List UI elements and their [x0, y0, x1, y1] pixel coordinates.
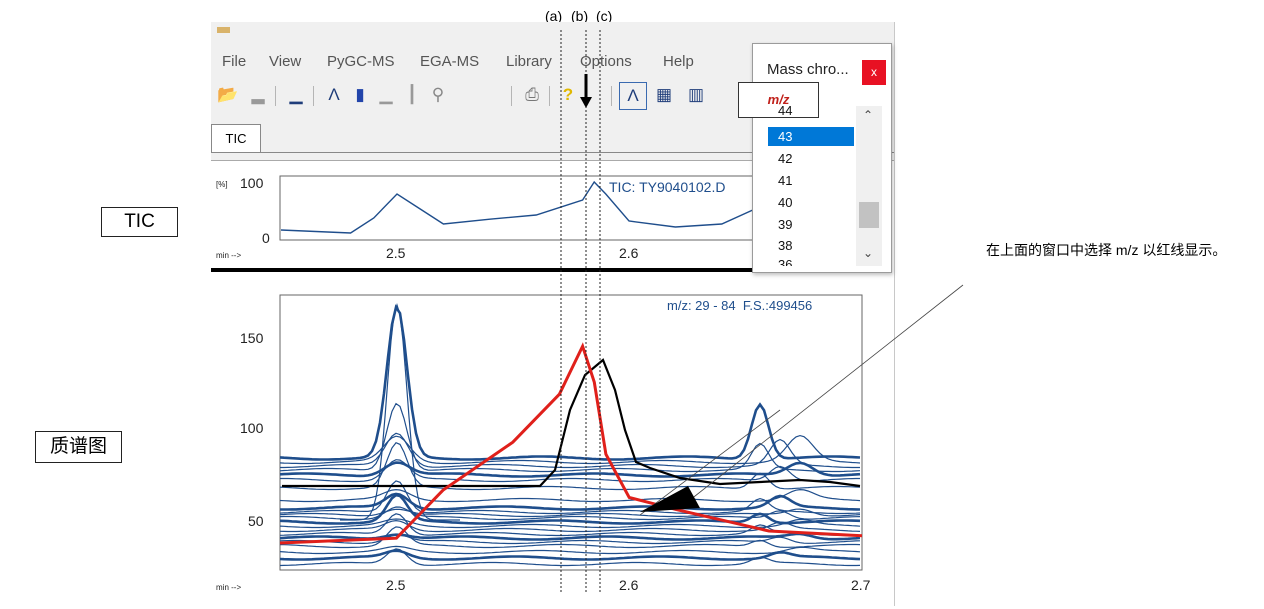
popup-title: Mass chro...	[767, 61, 849, 78]
list-item[interactable]: 41	[778, 173, 793, 188]
mass-y-tick: 100	[240, 420, 264, 436]
mz-trace	[279, 545, 861, 555]
mz-trace	[279, 441, 861, 491]
mass-x-tick: 2.7	[851, 577, 871, 593]
app-logo-icon	[217, 27, 230, 33]
mz-trace	[279, 526, 861, 549]
tic-x-tick: 2.6	[619, 245, 639, 261]
tic-file-label: TIC: TY9040102.D	[609, 179, 726, 195]
chromatogram-view-icon[interactable]: Λ	[619, 82, 647, 110]
mz-trace	[280, 432, 860, 469]
print-icon[interactable]: ⎙	[525, 85, 539, 104]
tic-y-tick: 0	[262, 230, 270, 246]
mz-trace	[279, 493, 861, 525]
mass-frame	[279, 294, 863, 571]
tic-x-unit: min -->	[216, 251, 242, 260]
spectrum-icon[interactable]: ▂	[251, 85, 265, 104]
marker-a-label: (a)	[545, 8, 563, 24]
color-chromatogram-icon[interactable]: ▦	[655, 85, 673, 104]
mz-trace	[280, 459, 860, 483]
toolbar-separator	[549, 86, 550, 106]
annotation-graphics	[560, 30, 964, 592]
mz-trace	[280, 492, 861, 511]
menu-view[interactable]: View	[269, 53, 302, 70]
list-scrollbar[interactable]: ⌃ ⌄	[856, 106, 882, 266]
list-item[interactable]: 39	[778, 217, 793, 232]
peak-icon[interactable]: Λ	[328, 85, 340, 104]
tic-y-unit: [%]	[216, 180, 228, 189]
tic-x-tick: 2.5	[386, 245, 406, 261]
tic-trace	[280, 180, 769, 234]
tab-divider	[211, 152, 894, 153]
menu-options[interactable]: Options	[580, 53, 632, 70]
mz-trace	[279, 304, 861, 461]
menu-file[interactable]: File	[222, 53, 247, 70]
annotation-text: 在上面的窗口中选择 m/z 以红线显示。	[986, 242, 1227, 258]
selected-mz-trace	[279, 342, 863, 545]
mz-header-box: m/z	[738, 82, 819, 118]
mass-y-tick: 50	[248, 513, 264, 529]
list-item[interactable]: 36	[778, 258, 793, 266]
mz-trace	[279, 548, 861, 567]
toolbar-separator	[611, 86, 612, 106]
list-item[interactable]: 40	[778, 195, 793, 210]
callout-line	[639, 409, 781, 516]
mass-header-label: m/z: 29 - 84 F.S.:499456	[667, 298, 813, 313]
menu-bar: File View PyGC-MS EGA-MS Library Options…	[211, 50, 894, 74]
marker-c-label: (c)	[596, 8, 613, 24]
scroll-down-icon[interactable]: ⌄	[863, 246, 874, 260]
mz-trace-peak	[340, 302, 460, 521]
callout-pointer	[640, 486, 700, 512]
mass-y-tick: 150	[240, 330, 264, 346]
mass-x-tick: 2.5	[386, 577, 406, 593]
tic-side-label: TIC	[101, 207, 178, 237]
callout-line	[689, 284, 964, 501]
search-icon[interactable]: ⚲	[431, 85, 445, 104]
menu-ega-ms[interactable]: EGA-MS	[420, 53, 480, 70]
menu-library[interactable]: Library	[506, 53, 552, 70]
list-item[interactable]: 38	[778, 238, 793, 253]
close-button[interactable]: x	[862, 60, 886, 85]
toolbar-separator	[511, 86, 512, 106]
tab-tic[interactable]: TIC	[211, 124, 261, 153]
toolbar-separator	[313, 86, 314, 106]
baseline-view-icon[interactable]: ▥	[687, 85, 705, 104]
mass-chromatogram-plot	[279, 294, 863, 571]
list-item[interactable]: 44	[778, 106, 793, 118]
columns-icon[interactable]: ▮	[355, 85, 365, 104]
mz-trace	[279, 434, 861, 465]
marker-arrow-head	[580, 97, 592, 108]
open-folder-icon[interactable]: 📂	[217, 85, 239, 104]
tic-y-tick: 100	[240, 175, 264, 191]
help-icon[interactable]: ?	[562, 85, 574, 104]
mass-x-tick: 2.6	[619, 577, 639, 593]
menu-help[interactable]: Help	[663, 53, 694, 70]
mass-x-unit: min -->	[216, 583, 242, 592]
mass-spectrum-side-label: 质谱图	[35, 431, 122, 463]
bars-icon[interactable]: ▁	[379, 85, 393, 104]
menu-pygc-ms[interactable]: PyGC-MS	[327, 53, 395, 70]
toolbar-separator	[275, 86, 276, 106]
mz-trace	[279, 480, 861, 515]
list-item[interactable]: 42	[778, 151, 793, 166]
marker-b-label: (b)	[571, 8, 589, 24]
scroll-up-icon[interactable]: ⌃	[863, 108, 874, 122]
scroll-thumb[interactable]	[859, 202, 879, 228]
tic-overlay-trace	[282, 358, 861, 488]
list-item-selected[interactable]: 43	[768, 127, 854, 146]
stick-spectrum-icon[interactable]: ┃	[406, 85, 418, 104]
mz-trace	[279, 518, 861, 529]
bar-spectrum-icon[interactable]: ▁	[289, 85, 303, 104]
mz-trace	[279, 402, 861, 473]
mz-trace	[279, 513, 861, 537]
toolbar: 📂 ▂ ▁ Λ ▮ ▁ ┃ ⚲ ⎙ ? Λ ▦ ▥	[211, 82, 894, 112]
